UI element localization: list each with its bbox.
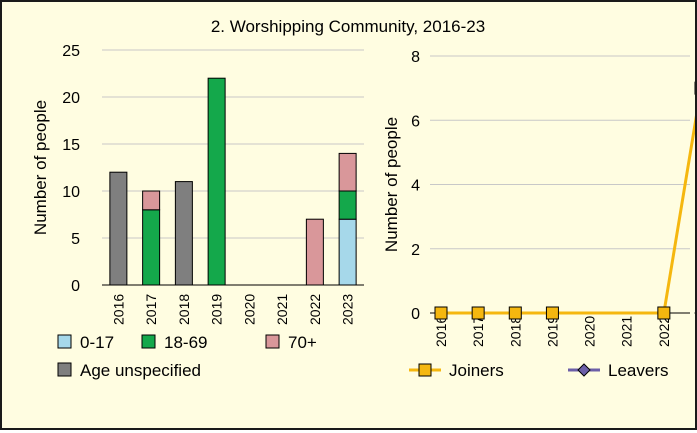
line-y-axis-label: Number of people [382, 117, 401, 252]
joiners-legend-label: Joiners [449, 361, 504, 380]
bar-x-tick-label: 2018 [176, 294, 192, 325]
bar-segment [109, 171, 128, 286]
bar-y-tick-label: 15 [62, 137, 80, 154]
chart-title: 2. Worshipping Community, 2016-23 [211, 17, 485, 36]
line-x-tick-label: 2019 [544, 316, 560, 347]
bar-y-axis-label: Number of people [31, 100, 50, 235]
bar-x-tick-label: 2016 [110, 294, 126, 325]
line-x-tick-label: 2023 [693, 316, 695, 347]
joiners-series-line [441, 103, 697, 315]
bar-y-tick-label: 20 [62, 90, 80, 107]
bar-y-tick-label: 10 [62, 184, 80, 201]
line-y-tick-label: 6 [411, 113, 420, 130]
line-y-tick-label: 0 [411, 306, 420, 323]
bar-segment [142, 190, 161, 211]
line-x-tick-label: 2018 [507, 316, 523, 347]
bar-segment [338, 152, 357, 192]
bar-x-tick-label: 2019 [209, 294, 225, 325]
bar-x-tick-label: 2021 [274, 294, 290, 325]
bar-y-tick-label: 5 [71, 231, 80, 248]
bar-segment [142, 209, 161, 286]
bar-x-tick-label: 2017 [143, 294, 159, 325]
bar-y-tick-label: 25 [62, 43, 80, 60]
bar-y-tick-label: 0 [71, 278, 80, 295]
bar-legend-label: 18-69 [164, 333, 207, 352]
bar-legend-label: 70+ [288, 333, 317, 352]
bar-segment [207, 77, 226, 286]
leavers-legend-label: Leavers [608, 361, 668, 380]
line-x-tick-label: 2020 [582, 316, 598, 347]
bar-x-tick-label: 2023 [340, 294, 356, 325]
line-y-tick-label: 2 [411, 242, 420, 259]
line-x-tick-label: 2022 [656, 316, 672, 347]
line-x-tick-label: 2016 [433, 316, 449, 347]
bar-legend-swatch [265, 334, 280, 349]
leavers-legend-marker [577, 363, 591, 377]
joiners-point [657, 306, 671, 320]
joiners-point [471, 306, 485, 320]
bar-legend-swatch [57, 362, 72, 377]
bar-legend-swatch [141, 334, 156, 349]
bar-legend-label: 0-17 [80, 333, 114, 352]
bar-segment [305, 218, 324, 286]
bar-legend-label: Age unspecified [80, 361, 201, 380]
line-x-tick-label: 2017 [470, 316, 486, 347]
bar-segment [338, 218, 357, 286]
joiners-legend-marker [418, 363, 432, 377]
line-y-tick-label: 4 [411, 178, 420, 195]
joiners-point [508, 306, 522, 320]
joiners-point [434, 306, 448, 320]
bar-legend-swatch [57, 334, 72, 349]
line-x-tick-label: 2021 [619, 316, 635, 347]
joiners-point [545, 306, 559, 320]
bar-segment [338, 190, 357, 220]
bar-x-tick-label: 2022 [307, 294, 323, 325]
chart-canvas: 2. Worshipping Community, 2016-23 0 5 10 15… [31, 17, 697, 380]
bar-segment [174, 181, 193, 286]
line-y-tick-label: 8 [411, 49, 420, 66]
bar-x-tick-label: 2020 [241, 294, 257, 325]
